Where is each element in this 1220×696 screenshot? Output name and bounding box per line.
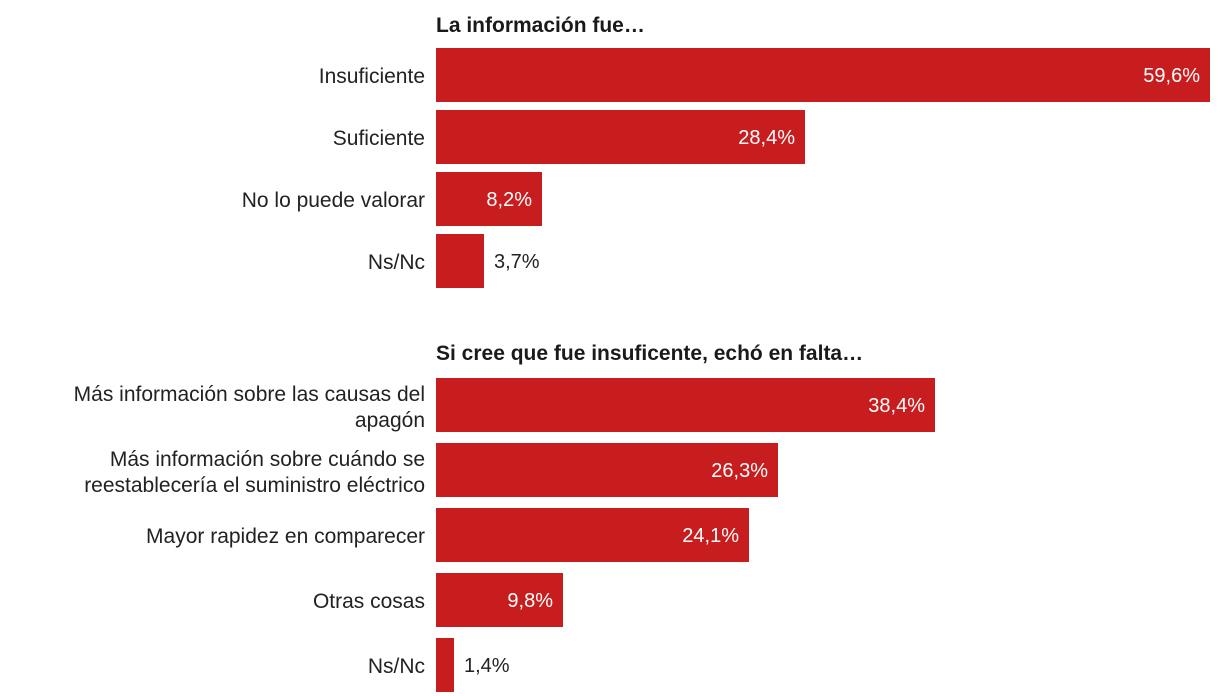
category-label: No lo puede valorar: [242, 189, 425, 212]
bar: [436, 443, 778, 497]
bar: [436, 573, 563, 627]
data-label: 26,3%: [711, 460, 768, 482]
data-label: 38,4%: [868, 395, 925, 417]
data-label: 1,4%: [464, 655, 510, 677]
data-label: 8,2%: [486, 189, 532, 211]
data-label: 59,6%: [1143, 65, 1200, 87]
bar: [436, 378, 935, 432]
category-label: Ns/Nc: [368, 655, 425, 678]
bar: [436, 172, 542, 226]
bar: [436, 508, 749, 562]
bar: [436, 638, 454, 692]
category-label: Ns/Nc: [368, 251, 425, 274]
category-label: apagón: [355, 409, 425, 432]
category-label: Más información sobre las causas del: [74, 383, 425, 406]
category-label: Suficiente: [333, 127, 425, 150]
chart-title: Si cree que fue insuficente, echó en fal…: [436, 342, 863, 365]
category-label: reestablecería el suministro eléctrico: [84, 474, 425, 497]
data-label: 3,7%: [494, 251, 540, 273]
category-label: Insuficiente: [319, 65, 425, 88]
data-label: 9,8%: [507, 590, 553, 612]
data-label: 28,4%: [738, 127, 795, 149]
category-label: Mayor rapidez en comparecer: [146, 525, 425, 548]
data-label: 24,1%: [682, 525, 739, 547]
bar: [436, 48, 1210, 102]
chart-title: La información fue…: [436, 14, 645, 37]
bar: [436, 234, 484, 288]
category-label: Otras cosas: [313, 590, 425, 613]
bar: [436, 110, 805, 164]
category-label: Más información sobre cuándo se: [110, 448, 425, 471]
